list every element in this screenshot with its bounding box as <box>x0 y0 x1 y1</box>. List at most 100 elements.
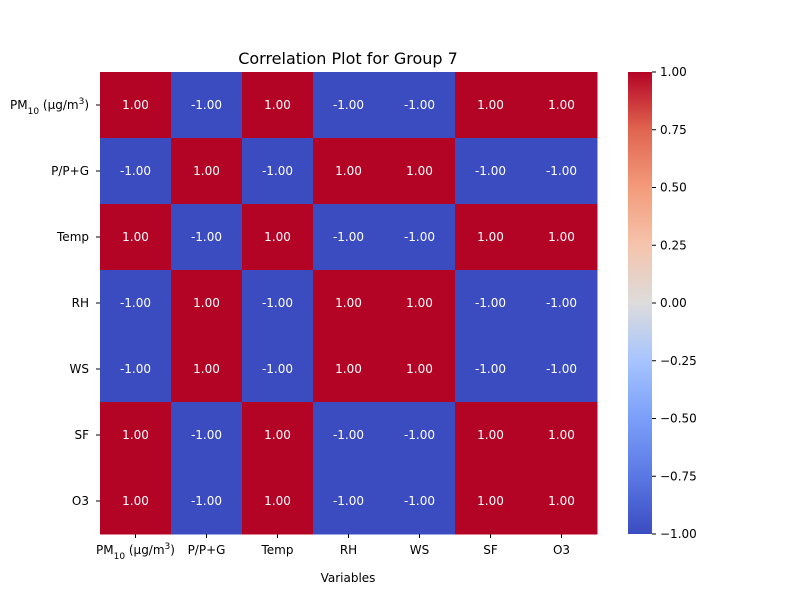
y-tick-label: PM10 (µg/m3) <box>10 97 89 117</box>
y-tick-label: Temp <box>56 230 89 244</box>
heatmap-cell <box>526 138 598 205</box>
colorbar-tick-label: 0.75 <box>660 123 687 137</box>
heatmap-cell <box>455 336 527 403</box>
cell-value-label: -1.00 <box>404 494 435 508</box>
heatmap-cell <box>526 72 598 139</box>
cell-value-label: -1.00 <box>404 98 435 112</box>
y-tick-label: WS <box>70 362 89 376</box>
heatmap-cell <box>313 138 385 205</box>
cell-value-label: 1.00 <box>406 164 433 178</box>
heatmap-cell <box>100 270 172 337</box>
cell-value-label: -1.00 <box>333 230 364 244</box>
heatmap-cell <box>455 270 527 337</box>
heatmap-cell <box>384 402 456 469</box>
x-tick-label: PM10 (µg/m3) <box>96 542 175 562</box>
colorbar-tick-label: 0.00 <box>660 296 687 310</box>
heatmap-cell <box>526 402 598 469</box>
heatmap-cell <box>384 204 456 271</box>
heatmap-cell <box>313 72 385 139</box>
colorbar-tick-label: 0.25 <box>660 238 687 252</box>
cell-value-label: -1.00 <box>191 428 222 442</box>
heatmap-cell <box>100 204 172 271</box>
heatmap-cell <box>171 72 243 139</box>
heatmap-cell <box>526 204 598 271</box>
heatmap-cell <box>313 336 385 403</box>
heatmap-cell <box>455 138 527 205</box>
cell-value-label: -1.00 <box>475 296 506 310</box>
cell-value-label: 1.00 <box>122 428 149 442</box>
cell-value-label: 1.00 <box>477 98 504 112</box>
cell-value-label: 1.00 <box>193 296 220 310</box>
cell-value-label: 1.00 <box>122 98 149 112</box>
cell-value-label: 1.00 <box>264 494 291 508</box>
cell-value-label: 1.00 <box>264 98 291 112</box>
cell-value-label: 1.00 <box>406 362 433 376</box>
cell-value-label: -1.00 <box>191 98 222 112</box>
cell-value-label: -1.00 <box>475 164 506 178</box>
heatmap-cell <box>171 270 243 337</box>
colorbar-gradient <box>628 72 652 534</box>
cell-value-label: 1.00 <box>477 494 504 508</box>
heatmap-cell <box>171 204 243 271</box>
heatmap-cell <box>100 138 172 205</box>
y-tick-label: RH <box>72 296 89 310</box>
cell-value-label: -1.00 <box>546 362 577 376</box>
heatmap-cell <box>242 336 314 403</box>
heatmap-cell <box>242 402 314 469</box>
y-tick-label: SF <box>74 428 89 442</box>
cell-value-label: 1.00 <box>548 494 575 508</box>
colorbar-tick-label: 0.50 <box>660 181 687 195</box>
x-tick-label: WS <box>410 543 429 557</box>
heatmap-cell <box>313 204 385 271</box>
heatmap-cell <box>171 402 243 469</box>
cell-value-label: 1.00 <box>548 230 575 244</box>
heatmap-cell <box>171 336 243 403</box>
heatmap-cell <box>526 336 598 403</box>
cell-value-label: -1.00 <box>475 362 506 376</box>
heatmap-cell <box>100 336 172 403</box>
cell-value-label: 1.00 <box>406 296 433 310</box>
y-tick-label: P/P+G <box>51 164 89 178</box>
heatmap-cell <box>313 270 385 337</box>
cell-value-label: -1.00 <box>262 296 293 310</box>
heatmap-cell <box>242 468 314 535</box>
cell-value-label: -1.00 <box>262 164 293 178</box>
heatmap-cell <box>313 402 385 469</box>
cell-value-label: -1.00 <box>191 230 222 244</box>
cell-value-label: 1.00 <box>193 362 220 376</box>
colorbar: 1.00 0.75 0.50 0.25 0.00 −0.25 −0.50 −0.75 −1.00 <box>628 65 697 541</box>
cell-value-label: 1.00 <box>264 428 291 442</box>
heatmap-cell <box>242 204 314 271</box>
cell-value-label: 1.00 <box>264 230 291 244</box>
heatmap-cell <box>526 468 598 535</box>
cell-value-label: -1.00 <box>546 164 577 178</box>
colorbar-tick-label: 1.00 <box>660 65 687 79</box>
x-tick-label: SF <box>483 543 498 557</box>
cell-value-label: 1.00 <box>335 296 362 310</box>
cell-value-label: 1.00 <box>335 164 362 178</box>
x-tick-label: O3 <box>553 543 570 557</box>
heatmap-cell <box>313 468 385 535</box>
cell-value-label: -1.00 <box>333 428 364 442</box>
cell-value-label: 1.00 <box>122 494 149 508</box>
x-tick-label: P/P+G <box>188 543 226 557</box>
cell-value-label: 1.00 <box>477 428 504 442</box>
heatmap-cell <box>100 72 172 139</box>
colorbar-tick-label: −1.00 <box>660 527 697 541</box>
heatmap-cell <box>384 336 456 403</box>
cell-value-label: -1.00 <box>333 494 364 508</box>
heatmap-cell <box>455 402 527 469</box>
cell-value-label: 1.00 <box>335 362 362 376</box>
heatmap-cell <box>171 138 243 205</box>
cell-value-label: -1.00 <box>404 230 435 244</box>
heatmap-cell <box>455 204 527 271</box>
x-axis-label: Variables <box>321 571 376 585</box>
cell-value-label: 1.00 <box>548 428 575 442</box>
heatmap-cell <box>242 270 314 337</box>
cell-value-label: 1.00 <box>122 230 149 244</box>
heatmap-cell <box>100 402 172 469</box>
heatmap-cell <box>242 138 314 205</box>
heatmap-cell <box>171 468 243 535</box>
heatmap-cell <box>526 270 598 337</box>
